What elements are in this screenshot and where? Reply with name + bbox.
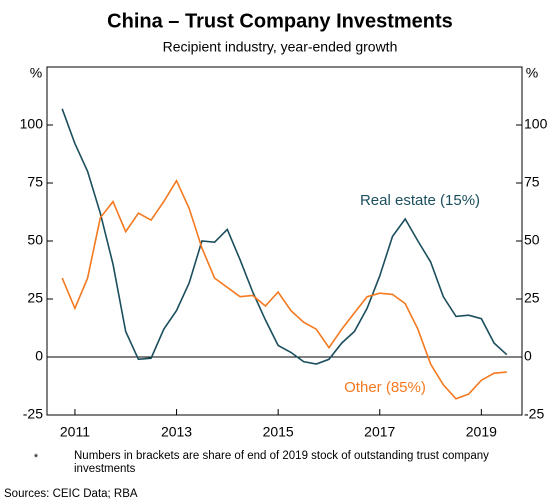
y-tick-label: 100 <box>20 116 44 132</box>
plot-frame <box>46 66 523 416</box>
y-tick-label: 0 <box>35 348 43 364</box>
y2-unit: % <box>526 65 538 81</box>
y2-tick-label: 75 <box>524 174 540 190</box>
chart-subtitle: Recipient industry, year-ended growth <box>163 39 398 55</box>
footnote-marker: * <box>34 452 39 464</box>
y-tick-label: 50 <box>27 232 43 248</box>
y2-tick-label: -25 <box>524 406 544 422</box>
y-unit: % <box>30 65 42 81</box>
series-label: Other (85%) <box>344 379 426 396</box>
footnote-box: Numbers in brackets are share of end of … <box>74 450 489 475</box>
x-tick-label: 2013 <box>161 424 192 440</box>
y2-tick-label: 100 <box>524 116 548 132</box>
y-tick-label: 75 <box>27 174 43 190</box>
y-tick-label: -25 <box>23 406 43 422</box>
sources: Sources: CEIC Data; RBA <box>4 488 138 500</box>
x-tick-label: 2019 <box>466 424 497 440</box>
series-line <box>61 178 507 400</box>
x-tick-label: 2011 <box>60 424 90 440</box>
series-label: Real estate (15%) <box>360 192 480 209</box>
series-line <box>61 108 508 365</box>
y-tick-label: 25 <box>27 290 43 306</box>
y2-tick-label: 50 <box>524 232 540 248</box>
y2-tick-label: 0 <box>524 348 532 364</box>
y2-tick-label: 25 <box>524 290 540 306</box>
x-tick-label: 2015 <box>263 424 294 440</box>
x-tick-label: 2017 <box>364 424 395 440</box>
footnote: Numbers in brackets are share of end of … <box>74 450 489 475</box>
chart-title: China – Trust Company Investments <box>107 10 453 32</box>
